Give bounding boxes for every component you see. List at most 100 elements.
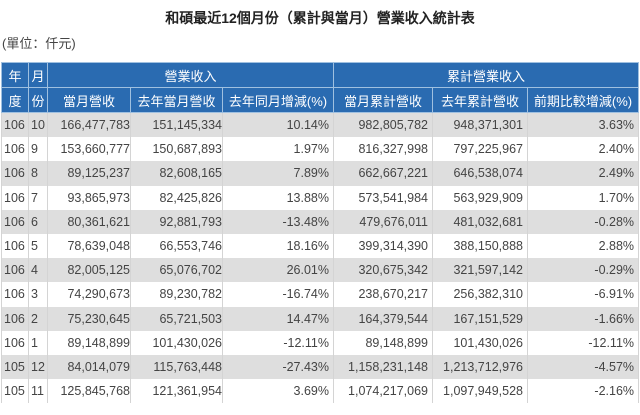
table-cell: 563,929,909: [432, 185, 528, 210]
table-cell: -6.91%: [526, 282, 640, 307]
table-cell: 5: [28, 233, 48, 259]
table-cell: 106: [1, 282, 29, 307]
table-cell: 238,670,217: [333, 282, 433, 307]
table-row: 106 6 80,361,621 92,881,793 -13.48% 479,676,0…: [1, 209, 640, 234]
table-cell: 78,639,048: [47, 233, 131, 259]
table-cell: 106: [1, 209, 29, 234]
table-cell: 106: [1, 185, 29, 210]
table-cell: 106: [1, 112, 29, 138]
table-row: 105 12 84,014,079 115,763,448 -27.43% 1,158,2…: [1, 354, 640, 380]
header-col: 前期比較增減(%): [526, 87, 640, 113]
table-cell: 2: [28, 306, 48, 331]
unit-label: (單位：仟元): [2, 36, 76, 51]
table-cell: 151,145,334: [130, 112, 223, 138]
table-cell: 797,225,967: [432, 137, 528, 162]
table-cell: 3.63%: [526, 112, 640, 138]
table-cell: -1.66%: [526, 306, 640, 331]
table-cell: 7.89%: [222, 161, 334, 186]
table-cell: 1,158,231,148: [333, 354, 433, 380]
table-cell: 10.14%: [222, 112, 334, 138]
table-row: 106 5 78,639,048 66,553,746 18.16% 399,314,39…: [1, 233, 640, 259]
table-cell: 121,361,954: [130, 379, 223, 404]
table-cell: 14.47%: [222, 306, 334, 331]
table-row: 106 2 75,230,645 65,721,503 14.47% 164,379,54…: [1, 306, 640, 331]
table-cell: 74,290,673: [47, 282, 131, 307]
table-cell: 105: [1, 354, 29, 380]
table-cell: 101,430,026: [130, 330, 223, 355]
table-cell: 2.49%: [526, 161, 640, 186]
table-cell: 13.88%: [222, 185, 334, 210]
table-cell: 106: [1, 161, 29, 186]
table-cell: 89,148,899: [333, 330, 433, 355]
table-cell: 816,327,998: [333, 137, 433, 162]
table-cell: 1.97%: [222, 137, 334, 162]
table-cell: 164,379,544: [333, 306, 433, 331]
table-cell: 80,361,621: [47, 209, 131, 234]
table-row: 106 4 82,005,125 65,076,702 26.01% 320,675,34…: [1, 258, 640, 283]
table-cell: 106: [1, 233, 29, 259]
table-cell: 481,032,681: [432, 209, 528, 234]
table-row: 106 9 153,660,777 150,687,893 1.97% 816,327,9…: [1, 137, 640, 162]
table-cell: 2.40%: [526, 137, 640, 162]
header-col: 當月營收: [47, 87, 131, 113]
table-cell: 8: [28, 161, 48, 186]
header-group-cumulative: 累計營業收入: [332, 62, 640, 88]
table-cell: 153,660,777: [47, 137, 131, 162]
table-cell: 101,430,026: [432, 330, 528, 355]
table-cell: 65,721,503: [130, 306, 223, 331]
table-cell: 89,148,899: [47, 330, 131, 355]
table-cell: 92,881,793: [130, 209, 223, 234]
table-cell: 1,074,217,069: [333, 379, 433, 404]
table-cell: 106: [1, 258, 29, 283]
table-cell: 982,805,782: [333, 112, 433, 138]
table-cell: 26.01%: [222, 258, 334, 283]
table-cell: -12.11%: [222, 330, 334, 355]
table-row: 106 1 89,148,899 101,430,026 -12.11% 89,148,8…: [1, 330, 640, 355]
header-month-top: 月: [28, 62, 48, 88]
table-cell: 65,076,702: [130, 258, 223, 283]
table-cell: -0.29%: [526, 258, 640, 283]
page-title: 和碩最近12個月份（累計與當月）營業收入統計表: [165, 10, 475, 26]
table-cell: 11: [28, 379, 48, 404]
table-cell: 106: [1, 137, 29, 162]
table-cell: -4.57%: [526, 354, 640, 380]
table-cell: 66,553,746: [130, 233, 223, 259]
revenue-table: 年 月 營業收入 累計營業收入 度 份 當月營收 去年當月營收 去年同月增減(%…: [1, 62, 640, 404]
table-cell: -2.16%: [526, 379, 640, 404]
table-cell: 166,477,783: [47, 112, 131, 138]
table-cell: -0.28%: [526, 209, 640, 234]
table-row: 106 7 93,865,973 82,425,826 13.88% 573,541,98…: [1, 185, 640, 210]
table-cell: 948,371,301: [432, 112, 528, 138]
table-cell: 646,538,074: [432, 161, 528, 186]
table-cell: 1,097,949,528: [432, 379, 528, 404]
table-cell: 6: [28, 209, 48, 234]
table-cell: 4: [28, 258, 48, 283]
header-year-bottom: 度: [1, 87, 29, 113]
table-cell: 115,763,448: [130, 354, 223, 380]
header-col: 去年同月增減(%): [222, 87, 334, 113]
table-cell: 105: [1, 379, 29, 404]
table-cell: 125,845,768: [47, 379, 131, 404]
header-col: 去年累計營收: [432, 87, 528, 113]
table-cell: 2.88%: [526, 233, 640, 259]
table-cell: -12.11%: [526, 330, 640, 355]
table-cell: 3: [28, 282, 48, 307]
table-cell: 321,597,142: [432, 258, 528, 283]
table-cell: -16.74%: [222, 282, 334, 307]
table-cell: 106: [1, 330, 29, 355]
table-cell: 399,314,390: [333, 233, 433, 259]
table-row: 105 11 125,845,768 121,361,954 3.69% 1,074,21…: [1, 379, 640, 404]
table-cell: 320,675,342: [333, 258, 433, 283]
table-cell: 7: [28, 185, 48, 210]
header-col: 當月累計營收: [333, 87, 433, 113]
table-cell: 12: [28, 354, 48, 380]
header-col: 去年當月營收: [130, 87, 223, 113]
table-cell: 3.69%: [222, 379, 334, 404]
table-cell: 10: [28, 112, 48, 138]
table-cell: 479,676,011: [333, 209, 433, 234]
table-cell: 256,382,310: [432, 282, 528, 307]
table-cell: 1: [28, 330, 48, 355]
table-cell: 82,608,165: [130, 161, 223, 186]
table-cell: 9: [28, 137, 48, 162]
table-cell: 150,687,893: [130, 137, 223, 162]
